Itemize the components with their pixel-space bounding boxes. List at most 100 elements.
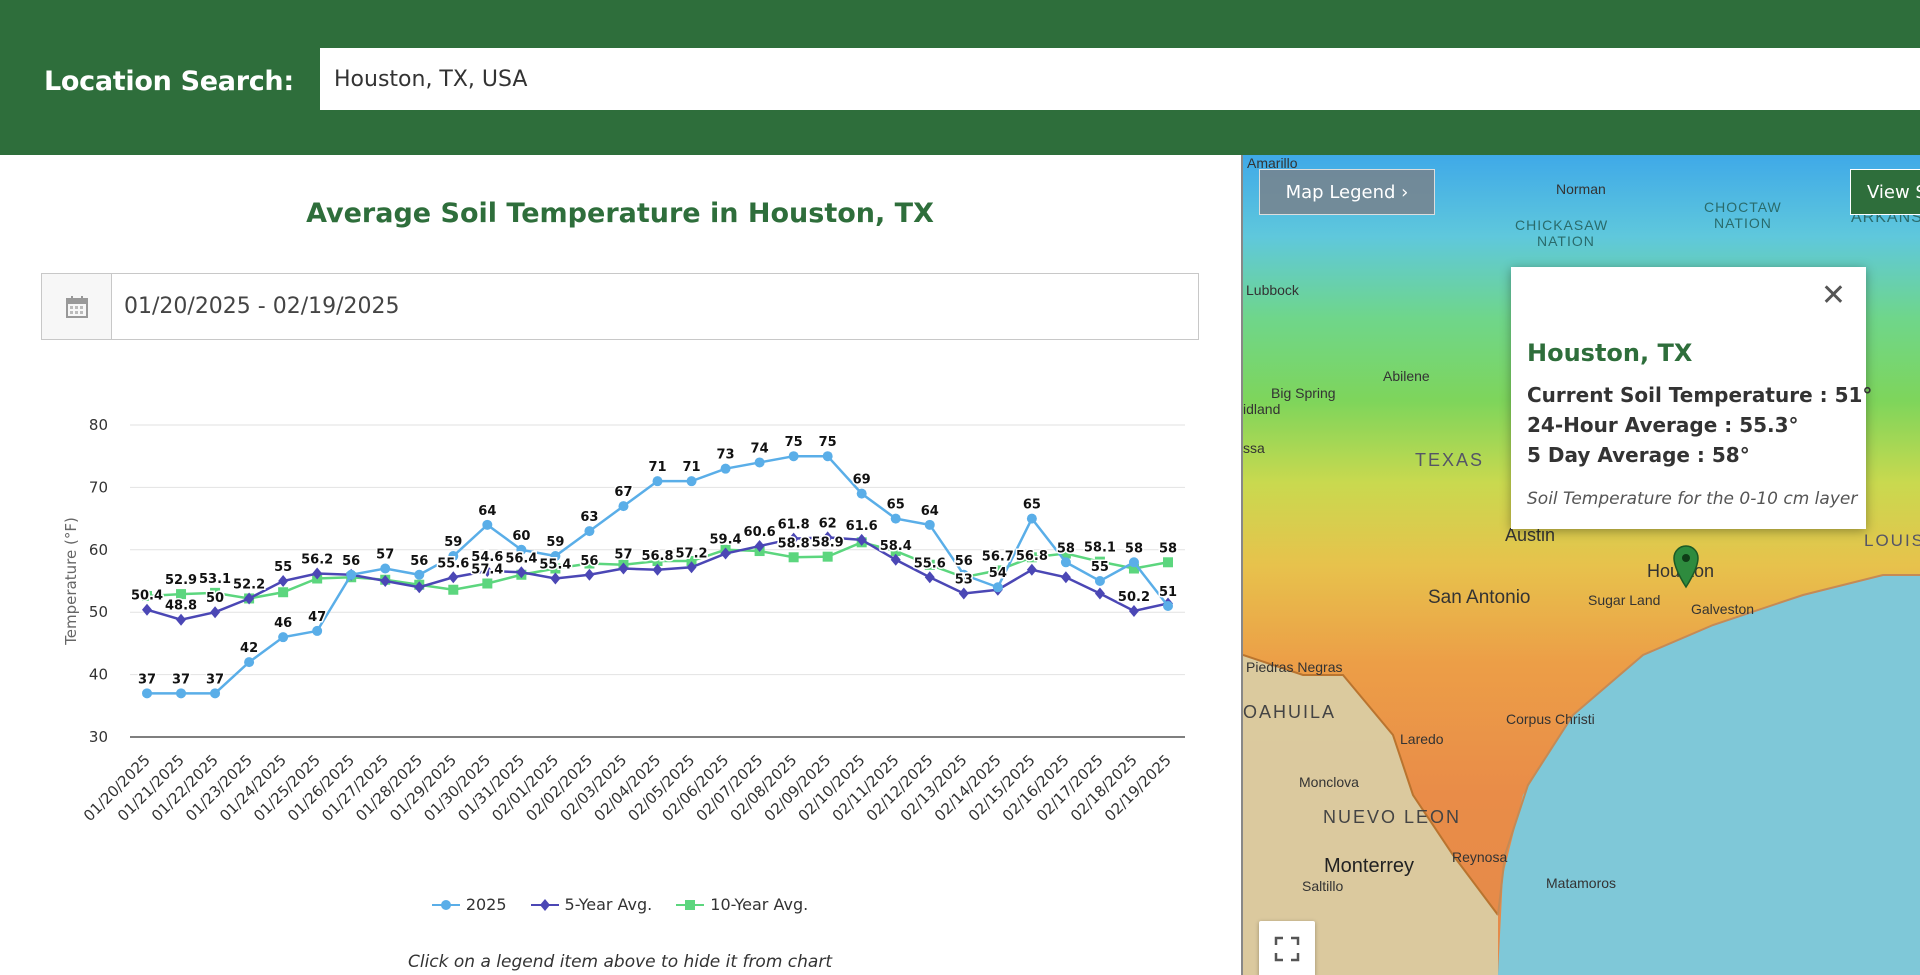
- data-point: [516, 566, 527, 579]
- date-range-input[interactable]: [124, 274, 1184, 339]
- data-point: [1128, 563, 1139, 574]
- data-point: [890, 553, 901, 566]
- map-label-monclova: Monclova: [1299, 774, 1359, 790]
- data-label: 56: [580, 554, 598, 569]
- data-point: [414, 581, 425, 594]
- map-label-big-spring: Big Spring: [1271, 385, 1336, 401]
- data-point: [346, 569, 357, 580]
- y-tick-label: 50: [89, 603, 108, 621]
- data-point: [890, 513, 901, 524]
- legend-marker-icon: [530, 898, 559, 911]
- map-label-choctaw: CHOCTAW: [1704, 199, 1782, 215]
- popup-title: Houston, TX: [1527, 339, 1693, 367]
- data-label: 55.6: [914, 556, 946, 571]
- data-point: [992, 582, 1003, 593]
- data-point: [550, 551, 561, 562]
- fullscreen-button[interactable]: [1259, 921, 1315, 975]
- data-point: [924, 559, 935, 570]
- data-point: [1060, 548, 1071, 559]
- map-label-amarillo: Amarillo: [1247, 155, 1298, 171]
- location-search-input[interactable]: [320, 48, 1920, 110]
- data-point: [550, 563, 561, 574]
- data-label: 51: [1159, 585, 1177, 600]
- fullscreen-icon: [1274, 936, 1300, 962]
- chart-title: Average Soil Temperature in Houston, TX: [306, 198, 934, 229]
- data-point: [652, 476, 663, 487]
- location-pin-icon[interactable]: [1671, 543, 1701, 589]
- data-label: 58.1: [1084, 541, 1116, 556]
- map-label-norman: Norman: [1556, 181, 1606, 197]
- chart-panel: Average Soil Temperature in Houston, TX …: [0, 155, 1240, 975]
- data-label: 75: [785, 435, 803, 450]
- location-popup: ✕ Houston, TX Current Soil Temperature :…: [1511, 267, 1872, 529]
- data-point: [414, 569, 425, 580]
- data-label: 57: [376, 548, 394, 563]
- data-point: [482, 578, 493, 589]
- data-point: [686, 561, 697, 574]
- legend-marker-icon: [431, 899, 460, 910]
- map-label-sugar-land: Sugar Land: [1588, 592, 1661, 608]
- data-point: [448, 571, 459, 584]
- legend-item-2025[interactable]: 2025: [431, 895, 507, 914]
- map-label-midland: idland: [1243, 401, 1281, 417]
- map-label-choctaw-nation: NATION: [1714, 215, 1772, 231]
- data-point: [856, 488, 867, 499]
- data-label: 61.6: [846, 519, 878, 534]
- map-label-lubbock: Lubbock: [1246, 282, 1299, 298]
- map-label-saltillo: Saltillo: [1302, 878, 1344, 894]
- popup-current-temp: Current Soil Temperature : 51°: [1527, 383, 1873, 407]
- map-label-odessa: ssa: [1243, 440, 1265, 456]
- data-point: [924, 519, 935, 530]
- map-label-reynosa: Reynosa: [1452, 849, 1508, 865]
- map-label-matamoros: Matamoros: [1546, 875, 1617, 891]
- data-label: 55.6: [437, 556, 469, 571]
- data-label: 56.8: [1016, 549, 1048, 564]
- view-button[interactable]: View S: [1850, 169, 1920, 215]
- data-label: 60: [512, 529, 530, 544]
- data-point: [1060, 571, 1071, 584]
- popup-5day-avg: 5 Day Average : 58°: [1527, 443, 1750, 467]
- map-label-louisiana: LOUIS: [1864, 531, 1920, 550]
- calendar-icon[interactable]: [42, 274, 112, 339]
- data-label: 53.1: [199, 572, 231, 587]
- data-point: [1060, 557, 1071, 568]
- data-label: 59: [546, 535, 564, 550]
- legend-item-5-year-avg-[interactable]: 5-Year Avg.: [530, 895, 652, 914]
- data-point: [856, 533, 867, 546]
- data-label: 58: [1057, 541, 1075, 556]
- data-point: [720, 463, 731, 474]
- data-point: [754, 540, 765, 553]
- map-legend-button[interactable]: Map Legend ›: [1259, 169, 1435, 215]
- data-point: [720, 547, 731, 560]
- date-range-picker[interactable]: [41, 273, 1199, 340]
- data-point: [652, 563, 663, 576]
- data-label: 56.2: [301, 553, 333, 568]
- data-label: 59.4: [710, 533, 742, 548]
- data-point: [1094, 576, 1105, 586]
- data-label: 58: [1125, 541, 1143, 556]
- map-label-coahuila: OAHUILA: [1243, 702, 1337, 722]
- data-label: 56: [410, 554, 428, 569]
- data-label: 65: [1023, 498, 1041, 513]
- data-label: 65: [887, 498, 905, 513]
- map-label-abilene: Abilene: [1383, 368, 1430, 384]
- data-label: 58.4: [880, 539, 912, 554]
- data-point: [550, 572, 561, 585]
- data-point: [210, 587, 221, 598]
- map-label-austin: Austin: [1505, 525, 1556, 545]
- data-label: 56: [955, 554, 973, 569]
- data-label: 47: [308, 610, 326, 625]
- data-label: 37: [172, 672, 190, 687]
- data-point: [244, 592, 255, 605]
- close-icon[interactable]: ✕: [1820, 278, 1846, 313]
- data-label: 71: [682, 460, 700, 475]
- data-label: 56: [342, 554, 360, 569]
- map-label-chickasaw-nation: NATION: [1537, 233, 1595, 249]
- data-label: 56.7: [982, 549, 1014, 564]
- soil-temperature-map[interactable]: Amarillo Norman CHOCTAW NATION CHICKASAW…: [1241, 155, 1920, 975]
- data-point: [312, 625, 323, 636]
- legend-item-10-year-avg-[interactable]: 10-Year Avg.: [676, 895, 808, 914]
- data-label: 55: [274, 560, 292, 575]
- legend-marker-icon: [676, 899, 705, 910]
